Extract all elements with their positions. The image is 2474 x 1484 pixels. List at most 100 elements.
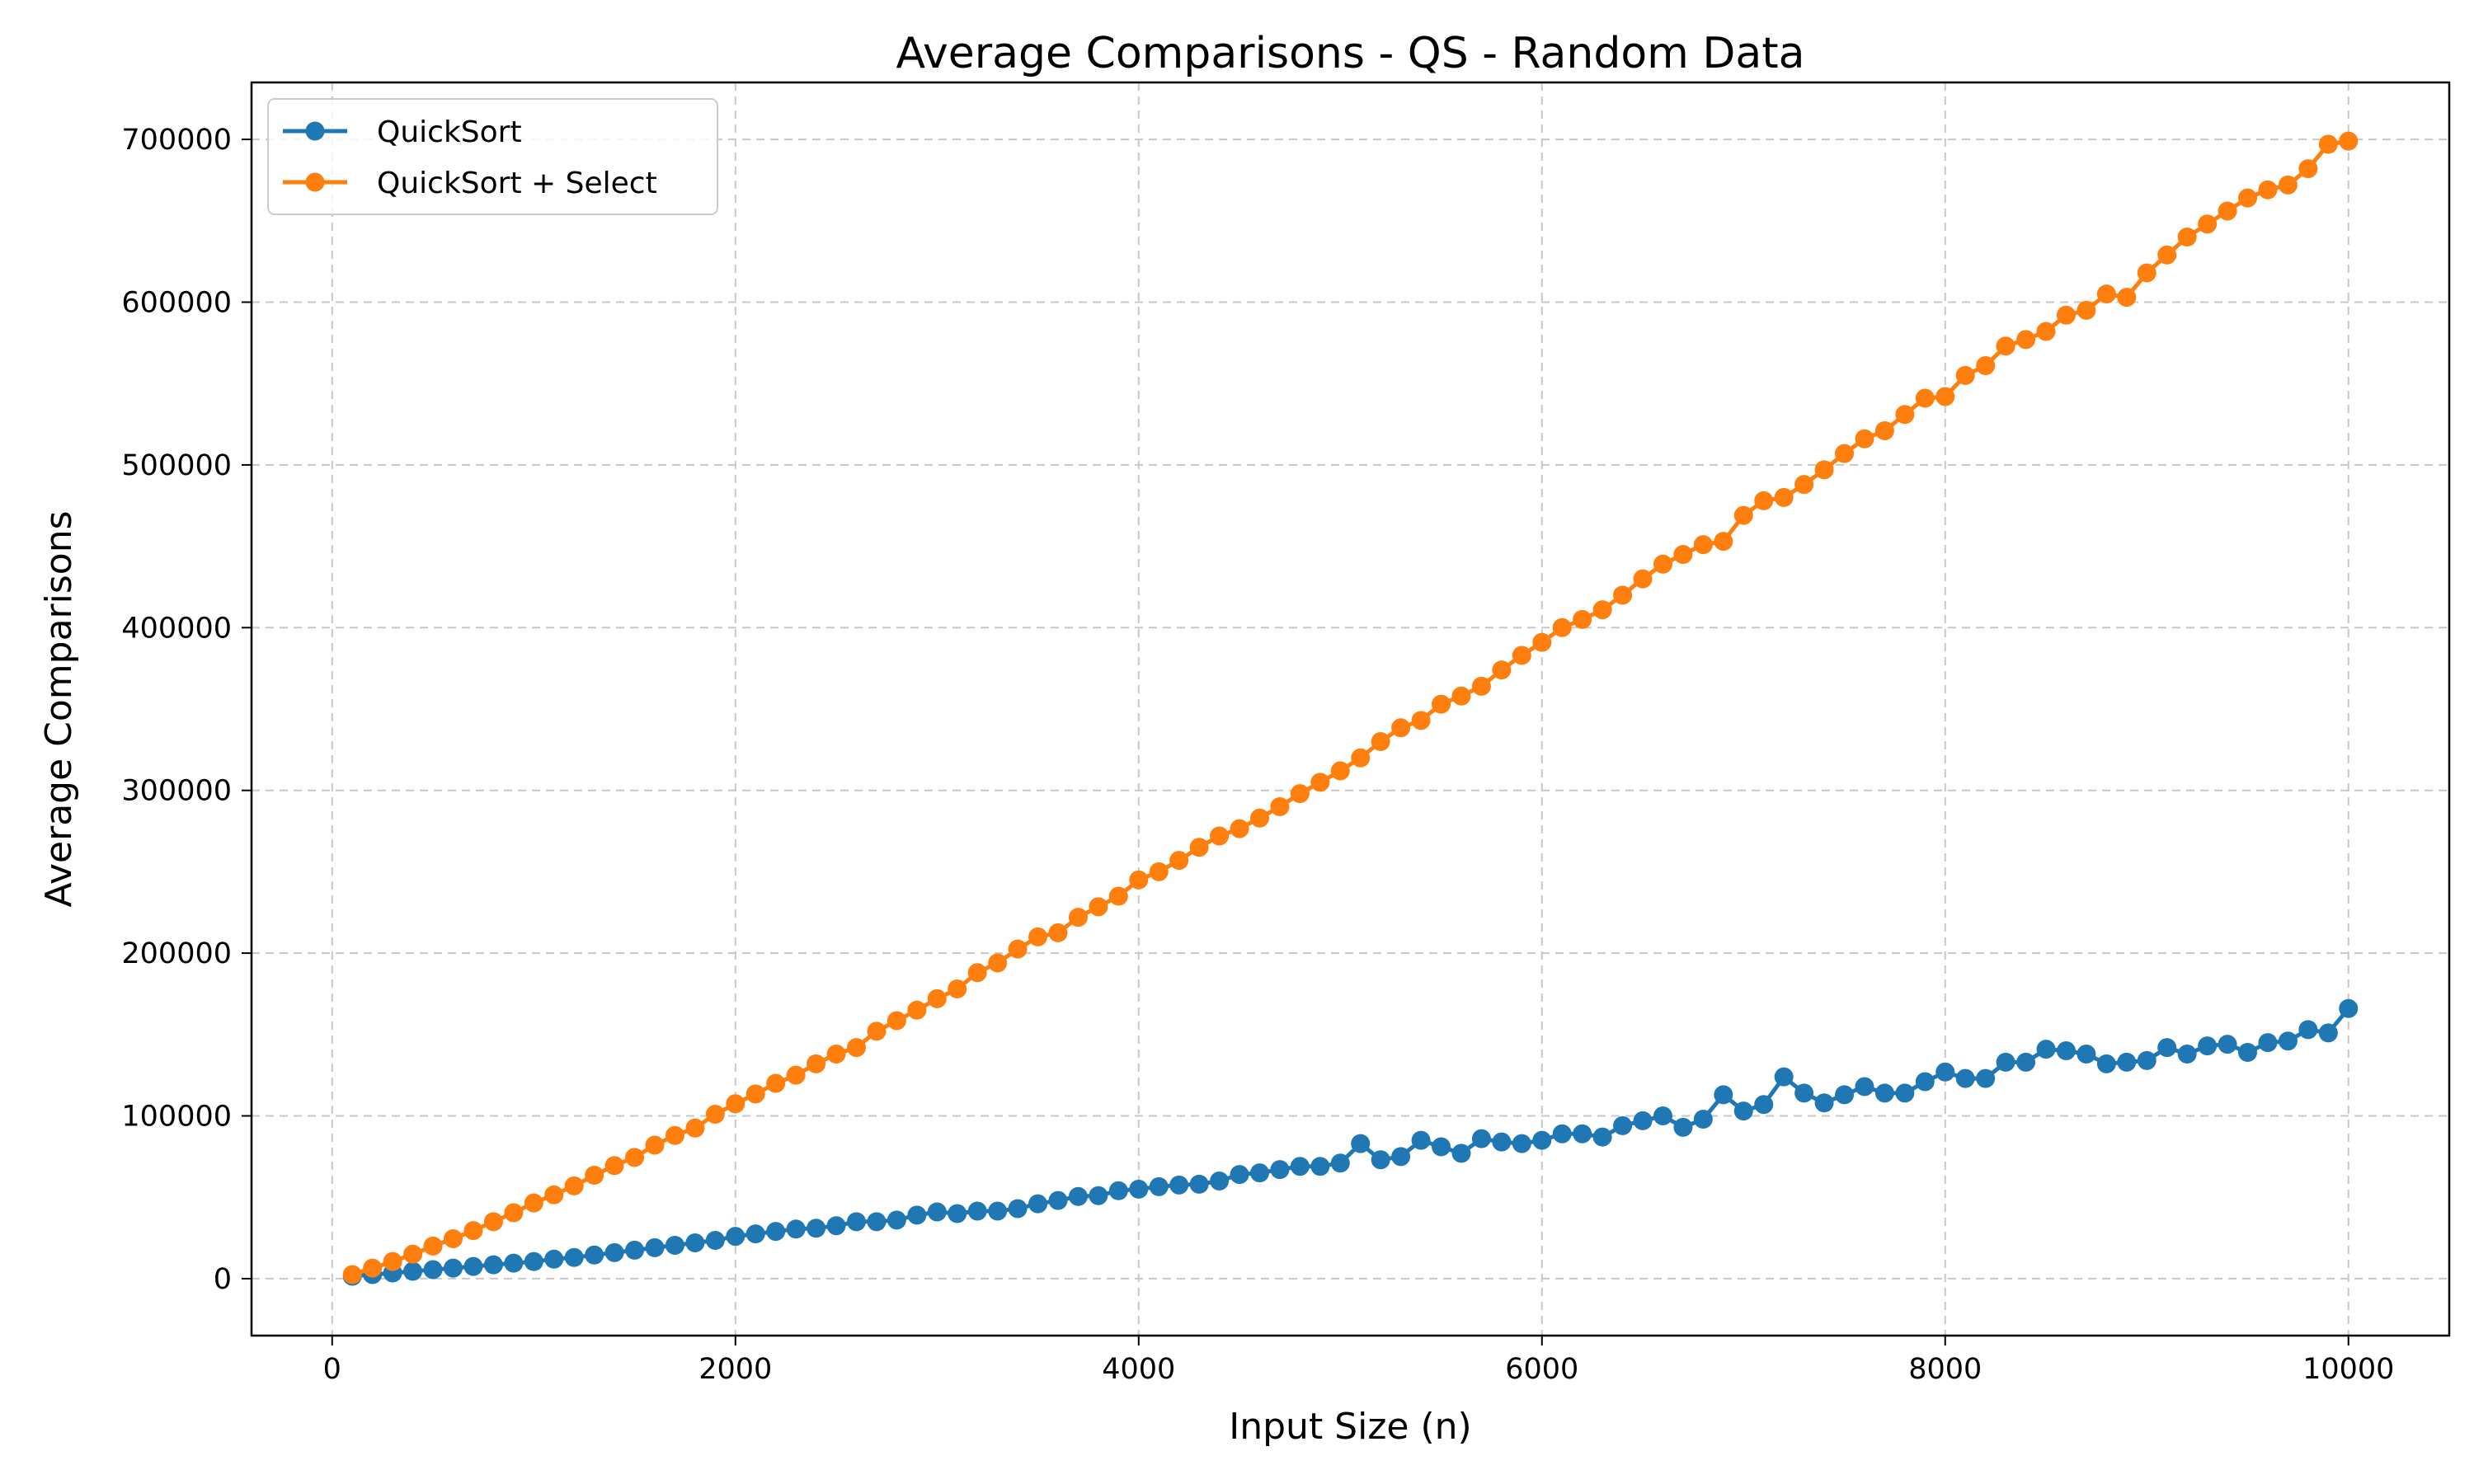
data-point — [705, 1105, 725, 1125]
data-point — [1512, 646, 1531, 665]
x-tick-label: 0 — [323, 1353, 341, 1386]
legend-label: QuickSort + Select — [377, 167, 657, 200]
data-point — [685, 1118, 705, 1138]
data-point — [807, 1219, 826, 1238]
data-point — [1532, 1130, 1552, 1150]
data-point — [1210, 826, 1230, 846]
data-point — [1855, 1077, 1874, 1097]
data-point — [2258, 1033, 2278, 1053]
data-point — [1895, 1083, 1915, 1103]
data-point — [2077, 300, 2096, 320]
data-point — [1089, 1186, 1108, 1205]
data-point — [1915, 1072, 1935, 1092]
legend-swatch-marker — [305, 121, 325, 141]
data-point — [948, 979, 967, 999]
data-point — [1794, 1083, 1814, 1103]
data-point — [1310, 1157, 1330, 1176]
data-point — [1210, 1171, 1230, 1190]
data-point — [604, 1156, 624, 1176]
data-point — [1955, 365, 1975, 385]
data-point — [1976, 1068, 1996, 1088]
data-point — [1774, 487, 1794, 507]
data-point — [1673, 1117, 1693, 1137]
data-point — [1108, 886, 1128, 906]
data-point — [585, 1245, 604, 1265]
data-point — [342, 1265, 362, 1284]
data-point — [826, 1044, 846, 1064]
data-point — [1391, 1147, 1411, 1167]
data-point — [2298, 159, 2318, 179]
data-point — [1068, 1186, 1088, 1206]
data-point — [1613, 1115, 1633, 1135]
data-point — [1673, 544, 1693, 564]
data-point — [1532, 632, 1552, 652]
legend-item: QuickSort — [283, 115, 522, 149]
data-point — [745, 1224, 765, 1244]
x-axis-label: Input Size (n) — [1229, 1406, 1471, 1448]
data-point — [1633, 569, 1653, 589]
data-point — [988, 953, 1008, 973]
data-point — [463, 1256, 483, 1276]
data-point — [1733, 505, 1753, 525]
data-point — [2096, 1054, 2116, 1073]
data-point — [504, 1253, 524, 1273]
data-point — [665, 1235, 684, 1255]
data-point — [1108, 1181, 1128, 1200]
data-point — [1754, 491, 1774, 510]
data-point — [1351, 748, 1371, 768]
data-point — [1249, 1163, 1269, 1183]
data-point — [1714, 1085, 1733, 1105]
data-point — [1432, 694, 1451, 714]
data-point — [786, 1219, 806, 1239]
data-point — [423, 1236, 443, 1256]
data-point — [645, 1135, 665, 1155]
data-point — [967, 1201, 987, 1221]
data-point — [766, 1073, 786, 1093]
legend-label: QuickSort — [377, 115, 522, 149]
data-point — [1693, 1109, 1713, 1129]
data-point — [1371, 1150, 1390, 1170]
legend-item: QuickSort + Select — [283, 167, 657, 200]
data-point — [907, 1205, 927, 1225]
data-point — [988, 1201, 1008, 1221]
data-point — [1008, 939, 1028, 959]
data-point — [1895, 405, 1915, 425]
data-point — [2318, 1023, 2338, 1043]
data-point — [625, 1148, 645, 1167]
data-point — [1996, 1052, 2015, 1072]
data-point — [846, 1212, 866, 1232]
y-tick-label: 200000 — [121, 937, 232, 970]
data-point — [483, 1255, 503, 1275]
data-point — [685, 1233, 705, 1252]
series-line — [351, 139, 2349, 1277]
data-point — [2016, 1052, 2036, 1072]
legend-box — [267, 98, 718, 215]
data-point — [1411, 711, 1431, 730]
data-point — [463, 1221, 483, 1241]
data-point — [1028, 1194, 1048, 1214]
data-point — [1330, 1153, 1350, 1173]
plot-frame — [250, 81, 2451, 1337]
data-point — [1230, 1165, 1249, 1185]
data-point — [423, 1260, 443, 1280]
data-point — [2278, 1031, 2298, 1051]
data-point — [745, 1084, 765, 1104]
data-point — [1996, 336, 2015, 356]
series-quicksort-select — [342, 131, 2359, 1284]
data-point — [524, 1252, 543, 1271]
data-point — [1592, 600, 1612, 620]
data-point — [2117, 288, 2137, 308]
data-point — [2036, 1040, 2056, 1059]
data-point — [1855, 429, 1874, 448]
data-point — [383, 1252, 402, 1271]
data-point — [948, 1204, 967, 1223]
data-point — [1089, 897, 1108, 917]
data-point — [927, 989, 947, 1008]
data-point — [1714, 532, 1733, 552]
data-point — [1169, 1175, 1189, 1195]
data-point — [907, 1000, 927, 1020]
data-point — [2157, 245, 2177, 265]
data-point — [665, 1125, 684, 1145]
y-axis-label: Average Comparisons — [38, 510, 80, 907]
